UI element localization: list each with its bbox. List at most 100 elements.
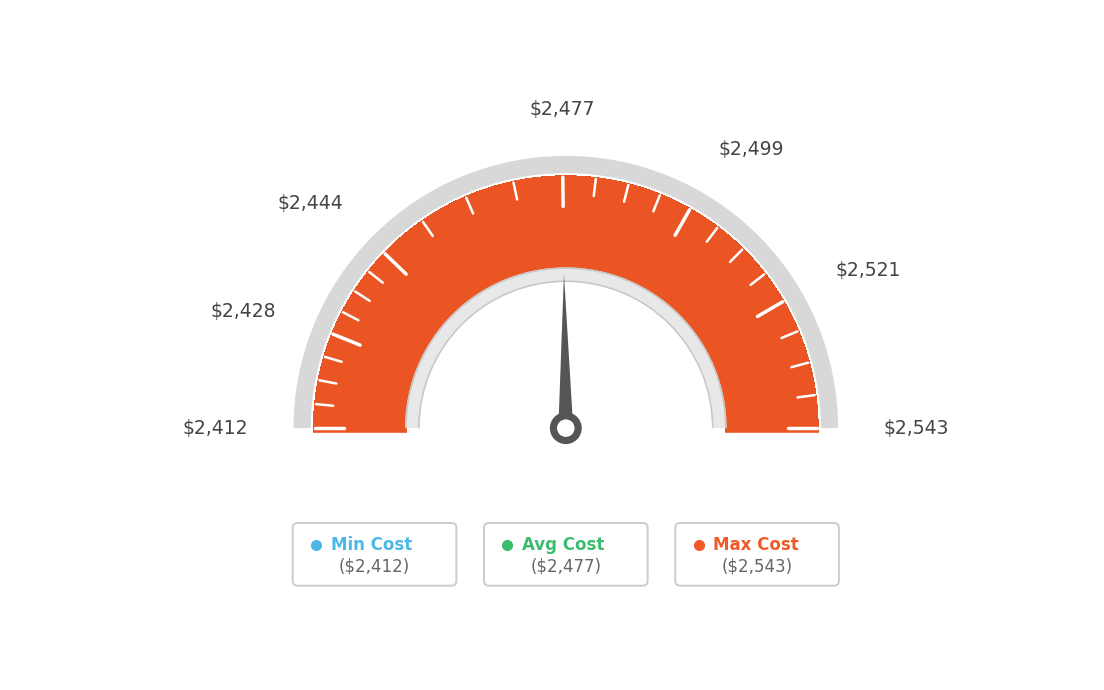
Wedge shape: [314, 176, 818, 680]
Wedge shape: [314, 176, 818, 680]
Wedge shape: [314, 176, 818, 680]
Wedge shape: [314, 176, 818, 680]
Wedge shape: [314, 176, 818, 680]
Wedge shape: [314, 176, 818, 680]
Wedge shape: [314, 176, 818, 680]
Wedge shape: [314, 176, 818, 680]
Wedge shape: [314, 176, 818, 680]
Wedge shape: [314, 176, 818, 680]
Wedge shape: [314, 176, 818, 680]
Wedge shape: [314, 176, 818, 680]
Wedge shape: [314, 176, 818, 680]
Wedge shape: [314, 176, 818, 680]
Wedge shape: [314, 176, 818, 680]
Text: Avg Cost: Avg Cost: [522, 536, 604, 554]
Wedge shape: [314, 176, 818, 680]
Wedge shape: [314, 176, 818, 680]
Text: $2,499: $2,499: [719, 140, 784, 159]
Wedge shape: [314, 176, 818, 680]
Wedge shape: [314, 176, 818, 680]
Wedge shape: [314, 176, 818, 680]
Text: $2,412: $2,412: [183, 419, 248, 437]
Wedge shape: [314, 176, 818, 680]
Wedge shape: [314, 176, 818, 680]
Wedge shape: [314, 176, 818, 680]
Wedge shape: [314, 176, 818, 680]
FancyBboxPatch shape: [484, 523, 648, 586]
Wedge shape: [314, 176, 818, 680]
Wedge shape: [314, 176, 818, 680]
Wedge shape: [314, 176, 818, 680]
Wedge shape: [314, 176, 818, 680]
Wedge shape: [314, 176, 818, 680]
Wedge shape: [314, 176, 818, 680]
Wedge shape: [314, 176, 818, 680]
Wedge shape: [314, 176, 818, 680]
Wedge shape: [314, 176, 818, 680]
Wedge shape: [314, 176, 818, 680]
Wedge shape: [314, 176, 818, 680]
Wedge shape: [314, 176, 818, 680]
Wedge shape: [314, 176, 818, 680]
Wedge shape: [314, 176, 818, 680]
Wedge shape: [314, 176, 818, 680]
Wedge shape: [314, 176, 818, 680]
Text: $2,543: $2,543: [883, 419, 948, 437]
Wedge shape: [314, 176, 818, 680]
Wedge shape: [314, 176, 818, 680]
Wedge shape: [314, 176, 818, 680]
Wedge shape: [314, 176, 818, 680]
Wedge shape: [314, 176, 818, 680]
Wedge shape: [314, 176, 818, 680]
Wedge shape: [314, 176, 818, 680]
Wedge shape: [314, 176, 818, 680]
Wedge shape: [314, 176, 818, 680]
Wedge shape: [314, 176, 818, 680]
Wedge shape: [314, 176, 818, 680]
Text: ($2,412): ($2,412): [339, 558, 411, 575]
Wedge shape: [314, 176, 818, 680]
Wedge shape: [314, 176, 818, 680]
Wedge shape: [314, 176, 818, 680]
Wedge shape: [314, 176, 818, 680]
Wedge shape: [314, 176, 818, 680]
Wedge shape: [314, 176, 818, 680]
Wedge shape: [314, 176, 818, 680]
Wedge shape: [314, 176, 818, 680]
Wedge shape: [314, 176, 818, 680]
Wedge shape: [314, 176, 818, 680]
Wedge shape: [314, 176, 818, 680]
Polygon shape: [559, 274, 573, 428]
Wedge shape: [314, 176, 818, 680]
Wedge shape: [314, 176, 818, 680]
Wedge shape: [314, 176, 818, 680]
Wedge shape: [314, 176, 818, 680]
Text: ($2,543): ($2,543): [722, 558, 793, 575]
Wedge shape: [314, 176, 818, 680]
Wedge shape: [314, 176, 818, 680]
Wedge shape: [314, 176, 818, 680]
Wedge shape: [314, 176, 818, 680]
Wedge shape: [314, 176, 818, 680]
Wedge shape: [314, 176, 818, 680]
Wedge shape: [314, 176, 818, 680]
Wedge shape: [314, 176, 818, 680]
Wedge shape: [314, 176, 818, 680]
Wedge shape: [314, 176, 818, 680]
Wedge shape: [314, 176, 818, 680]
Wedge shape: [314, 176, 818, 680]
Wedge shape: [314, 176, 818, 680]
Wedge shape: [314, 176, 818, 680]
Wedge shape: [314, 176, 818, 680]
Wedge shape: [314, 176, 818, 680]
Wedge shape: [314, 176, 818, 680]
Wedge shape: [314, 176, 818, 680]
Wedge shape: [314, 176, 818, 680]
Wedge shape: [314, 176, 818, 680]
Wedge shape: [314, 176, 818, 680]
Wedge shape: [314, 176, 818, 680]
Wedge shape: [314, 176, 818, 680]
Wedge shape: [314, 176, 818, 680]
Wedge shape: [314, 176, 818, 680]
Wedge shape: [314, 176, 818, 680]
